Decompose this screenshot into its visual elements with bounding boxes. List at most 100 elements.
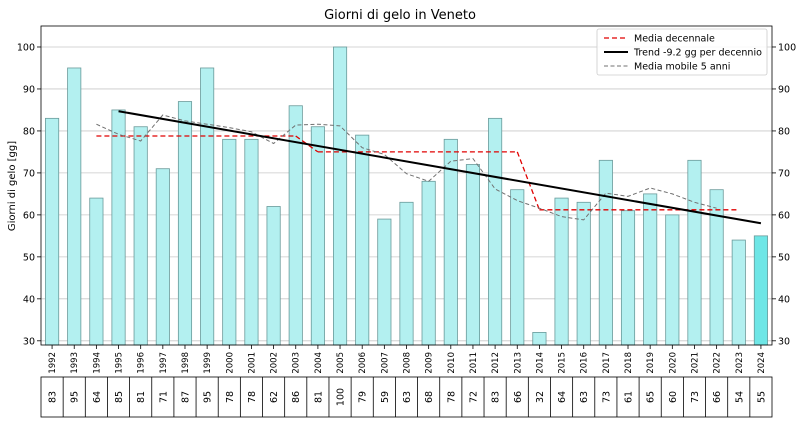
y-tick-label-left: 40 [23, 294, 35, 305]
table-cell-2008: 63 [402, 391, 413, 403]
table-cell-2020: 60 [668, 391, 679, 403]
y-tick-label-right: 30 [778, 336, 790, 347]
table-cell-2014: 32 [535, 391, 546, 403]
y-tick-label-right: 90 [778, 84, 790, 95]
bar-2015 [554, 197, 569, 346]
table-frame [40, 376, 773, 418]
table-cell-2005: 100 [336, 388, 347, 406]
bars [45, 46, 768, 346]
legend: Media decennale Trend -9.2 gg per decenni… [596, 28, 768, 76]
bar-2001 [244, 138, 259, 346]
bar-2018 [620, 210, 636, 346]
y-tick-label-left: 70 [23, 168, 35, 179]
x-tick-label-2007: 2007 [380, 352, 390, 374]
media-mobile-line [96, 114, 717, 221]
y-tick-label-right: 100 [778, 42, 796, 53]
x-tick-label-2023: 2023 [735, 352, 745, 374]
table-cell-2012: 83 [491, 391, 502, 403]
x-tick-label-2018: 2018 [624, 352, 634, 374]
bar-2013 [510, 189, 525, 346]
table-cell-2010: 78 [446, 391, 457, 403]
table-cell-2003: 86 [291, 391, 302, 403]
bar-1992 [45, 117, 60, 346]
y-tick-label-left: 90 [23, 84, 35, 95]
table-cell-2019: 65 [646, 391, 657, 403]
bar-2019 [643, 193, 658, 346]
table-cell-2006: 79 [358, 391, 369, 403]
bar-2020 [665, 214, 680, 346]
table-cell-2018: 61 [624, 391, 635, 403]
table-cell-2017: 73 [601, 391, 612, 403]
x-tick-label-1992: 1992 [48, 352, 58, 374]
x-tick-label-2016: 2016 [580, 352, 590, 374]
table-cell-2007: 59 [380, 391, 391, 403]
bar-2021 [687, 159, 702, 346]
table-cell-1993: 95 [70, 391, 81, 403]
y-tick-label-left: 30 [23, 336, 35, 347]
table-cell-2002: 62 [269, 391, 280, 403]
bar-2022 [709, 189, 724, 346]
bar-2006 [355, 134, 370, 346]
trend-line [118, 110, 762, 225]
table-cell-2024: 55 [756, 391, 767, 403]
bar-2007 [377, 218, 392, 346]
x-tick-label-2002: 2002 [270, 352, 280, 374]
bar-1994 [89, 197, 104, 346]
y-tick-label-right: 60 [778, 210, 790, 221]
x-tick-label-2022: 2022 [713, 352, 723, 374]
table-cell-2016: 63 [579, 391, 590, 403]
table-cell-1999: 95 [203, 391, 214, 403]
bar-1998 [177, 101, 193, 346]
x-tick-label-2020: 2020 [668, 352, 678, 374]
x-tick-label-2003: 2003 [292, 352, 302, 374]
legend-label-1: Trend -9.2 gg per decennio [633, 48, 762, 59]
x-tick-label-1994: 1994 [92, 352, 102, 374]
y-axis-label: Giorni di gelo [gg] [7, 141, 18, 231]
bar-2002 [266, 206, 281, 346]
bar-2009 [421, 180, 436, 346]
y-axis-right: 30 40 50 60 70 80 90 100 [772, 42, 796, 347]
table-cell-1998: 87 [180, 391, 191, 403]
bar-2017 [598, 159, 613, 346]
table-cell-1995: 85 [114, 391, 125, 403]
bar-2014 [532, 332, 547, 346]
x-tick-label-1998: 1998 [181, 352, 191, 374]
x-tick-label-2005: 2005 [336, 352, 346, 374]
y-tick-label-left: 50 [23, 252, 35, 263]
series-lines [96, 110, 762, 225]
y-tick-label-right: 80 [778, 126, 790, 137]
x-tick-label-1999: 1999 [203, 352, 213, 374]
x-tick-label-2024: 2024 [757, 352, 767, 374]
x-tick-label-2012: 2012 [491, 352, 501, 374]
table-cell-2009: 68 [424, 391, 435, 403]
bar-1993 [67, 67, 82, 346]
legend-label-0: Media decennale [634, 34, 715, 45]
bar-2023 [731, 239, 746, 346]
bar-2016 [576, 201, 591, 346]
bar-2004 [310, 126, 325, 346]
table-cell-2013: 66 [513, 391, 524, 403]
y-tick-label-right: 40 [778, 294, 790, 305]
x-tick-label-2014: 2014 [535, 352, 545, 374]
bar-1996 [133, 126, 148, 346]
table-cell-2023: 54 [734, 391, 745, 403]
y-axis-left: 30 40 50 60 70 80 90 100 [17, 42, 41, 347]
y-tick-label-left: 100 [17, 42, 35, 53]
x-tick-label-2017: 2017 [602, 352, 612, 374]
x-tick-label-1997: 1997 [159, 352, 169, 374]
media-decennale-line-3 [516, 151, 541, 211]
bar-2005 [332, 46, 348, 346]
x-tick-label-2021: 2021 [690, 352, 700, 374]
x-tick-label-1995: 1995 [115, 352, 125, 374]
x-tick-label-2011: 2011 [469, 352, 479, 374]
bar-1997 [155, 168, 170, 346]
x-axis: 1992 1993 1994 1995 1996 1997 1998 1999 2000 2001… [48, 345, 767, 374]
bar-1995 [111, 109, 126, 346]
table-cell-2001: 78 [247, 391, 258, 403]
x-tick-label-2008: 2008 [403, 352, 413, 374]
bar-2011 [465, 164, 480, 346]
y-tick-label-right: 70 [778, 168, 790, 179]
bar-2008 [399, 201, 414, 346]
media-decennale-line-1 [295, 135, 319, 153]
